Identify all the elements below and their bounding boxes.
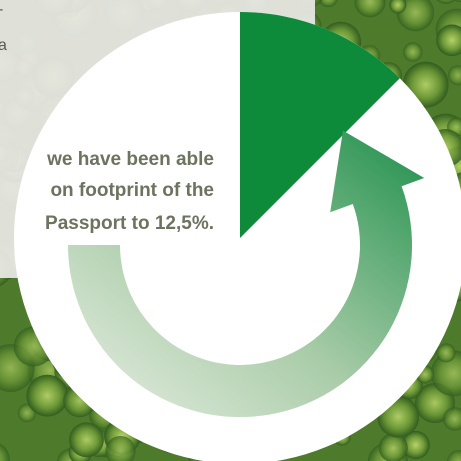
share-wedge bbox=[240, 12, 400, 238]
tree bbox=[318, 0, 338, 8]
tree bbox=[354, 0, 386, 18]
tree bbox=[436, 24, 461, 57]
tree bbox=[436, 343, 456, 363]
tree bbox=[389, 0, 407, 14]
tree bbox=[0, 443, 10, 461]
text-line: on footprint of the bbox=[50, 180, 214, 201]
cycle-arrow bbox=[67, 130, 425, 418]
tree bbox=[401, 430, 430, 460]
tree bbox=[443, 407, 461, 431]
text-line: Passport to 12,5%. bbox=[45, 213, 214, 234]
tree bbox=[447, 65, 461, 86]
tree bbox=[446, 450, 461, 461]
tree bbox=[430, 350, 461, 397]
tree bbox=[396, 0, 435, 32]
tree bbox=[69, 422, 104, 458]
text-fragment: - bbox=[0, 1, 3, 18]
text-fragment: a bbox=[0, 37, 7, 54]
tree bbox=[105, 436, 136, 461]
tree bbox=[403, 42, 423, 62]
tree bbox=[454, 0, 461, 2]
tree bbox=[436, 0, 456, 4]
text-line: we have been able bbox=[46, 149, 214, 170]
tree bbox=[26, 374, 69, 417]
tree bbox=[378, 433, 408, 461]
